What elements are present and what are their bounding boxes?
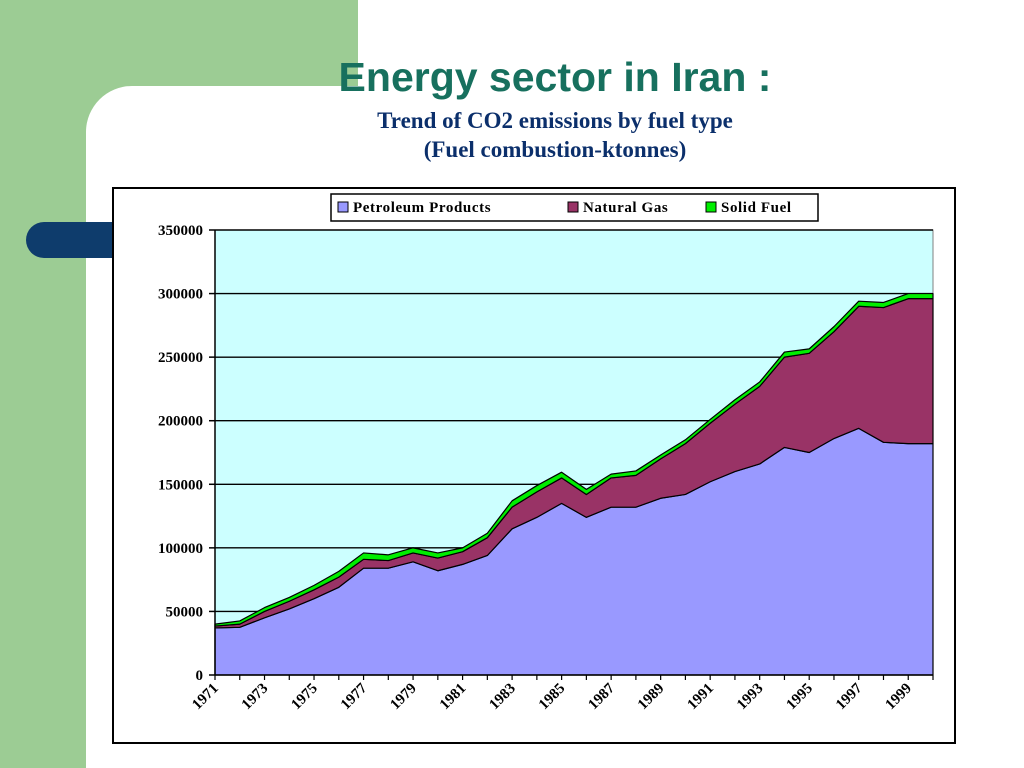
background-white-top	[358, 0, 1024, 90]
x-tick-label: 1989	[635, 681, 668, 714]
x-tick-label: 1983	[486, 681, 519, 714]
legend-swatch	[337, 201, 349, 213]
y-tick-label: 50000	[166, 604, 204, 620]
x-tick-label: 1981	[437, 681, 470, 714]
y-tick-label: 350000	[158, 223, 203, 239]
legend-label: Solid Fuel	[721, 200, 792, 216]
x-tick-label: 1971	[189, 681, 222, 714]
x-tick-label: 1997	[833, 680, 866, 713]
legend-swatch	[705, 201, 717, 213]
subtitle-line-2: (Fuel combustion-ktonnes)	[423, 137, 687, 162]
area-solid-fuel	[214, 292, 934, 627]
y-tick-label: 0	[196, 668, 204, 684]
x-tick-label: 1999	[883, 681, 916, 714]
y-tick-label: 250000	[158, 350, 203, 366]
legend-label: Petroleum Products	[353, 200, 491, 216]
subtitle-line-1: Trend of CO2 emissions by fuel type	[377, 108, 733, 133]
y-tick-label: 200000	[158, 414, 203, 430]
y-tick-label: 300000	[158, 287, 203, 303]
legend-label: Natural Gas	[583, 200, 668, 216]
x-tick-label: 1993	[734, 681, 767, 714]
chart-frame: 0 50000 100000 150000 200000 250000 300000 3500…	[112, 187, 956, 744]
legend-swatch	[567, 201, 579, 213]
x-tick-label: 1985	[536, 681, 569, 714]
co2-emissions-chart: 0 50000 100000 150000 200000 250000 300000 3500…	[158, 193, 934, 714]
y-tick-label: 150000	[158, 477, 203, 493]
slide-title: Energy sector in Iran :	[338, 54, 772, 100]
y-tick-label: 100000	[158, 541, 203, 557]
x-tick-label: 1987	[585, 680, 618, 713]
x-tick-label: 1979	[387, 681, 420, 714]
accent-bar	[26, 222, 116, 258]
x-tick-label: 1977	[338, 680, 371, 713]
x-tick-label: 1991	[684, 681, 717, 714]
x-tick-label: 1973	[239, 681, 272, 714]
x-tick-label: 1975	[288, 681, 321, 714]
slide-subtitle: Trend of CO2 emissions by fuel type (Fue…	[250, 106, 860, 164]
x-tick-label: 1995	[784, 681, 817, 714]
